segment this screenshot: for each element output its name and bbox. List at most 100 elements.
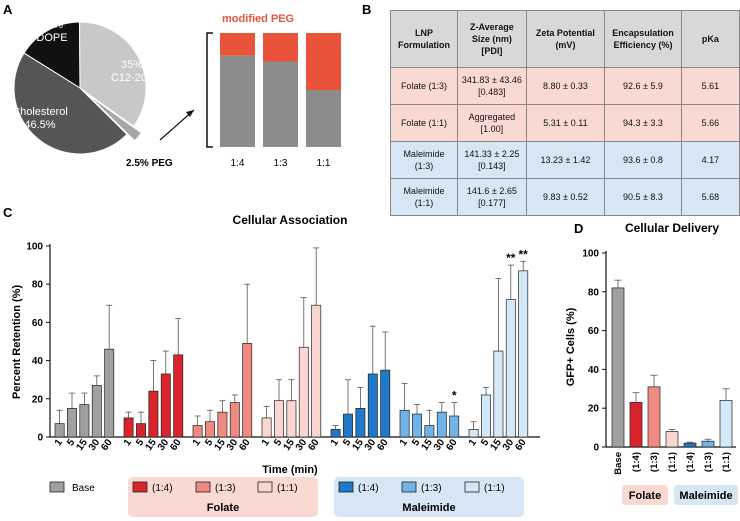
table-row: Maleimide (1:3) 141.33 ± 2.25 [0.143] 13… (390, 141, 740, 179)
table-row: Maleimide (1:1) 141.6 ± 2.65 [0.177] 9.8… (390, 178, 740, 216)
bar (518, 270, 529, 438)
bar (647, 386, 661, 448)
header-pka: pKa (680, 10, 740, 68)
x-tick-label: Base (613, 452, 624, 475)
d-maleimide-label: Maleimide (679, 490, 732, 502)
stack-category-label: 1:1 (317, 158, 331, 169)
chart-c-title: Cellular Association (233, 213, 348, 227)
x-tick-label: 5 (341, 437, 353, 448)
stack-category-label: 1:4 (231, 158, 245, 169)
pie-slice-sublabel: C12-200 (111, 72, 153, 84)
stack-category-label: 1:3 (274, 158, 288, 169)
bar (629, 402, 643, 448)
x-tick-label: 1 (329, 437, 341, 448)
x-tick-label: 1 (260, 437, 272, 448)
y-tick-label: 100 (582, 249, 599, 260)
table-cell: 13.23 ± 1.42 (525, 141, 606, 179)
x-tick-label: 60 (237, 437, 253, 453)
x-tick-label: 60 (306, 437, 322, 453)
x-tick-label: (1:3) (703, 452, 714, 472)
table-cell: 92.6 ± 5.9 (604, 67, 682, 105)
legend-maleimide-label: Maleimide (402, 502, 455, 514)
legend-maleimide-13-swatch (401, 481, 417, 493)
header-zeta: Zeta Potential (mV) (525, 10, 606, 68)
legend-maleimide-13-label: (1:3) (421, 483, 442, 494)
x-tick-label: 1 (398, 437, 410, 448)
stack-modified-segment (306, 33, 341, 90)
pie-slice (79, 21, 147, 128)
bar (355, 408, 366, 438)
bar (136, 423, 146, 438)
bar (286, 400, 297, 438)
bar (217, 411, 228, 438)
legend-folate-14-swatch (132, 481, 148, 493)
x-tick-label: (1:4) (631, 452, 642, 472)
table-cell: Folate (1:1) (390, 104, 458, 142)
bar (298, 346, 309, 438)
x-tick-label: 60 (444, 437, 460, 453)
bar (261, 417, 272, 438)
bar (160, 373, 171, 438)
table-cell: 141.33 ± 2.25 [0.143] (456, 141, 527, 179)
table-cell: Folate (1:3) (390, 67, 458, 105)
bar (274, 400, 284, 438)
table-cell: 4.17 (680, 141, 740, 179)
bar (229, 402, 240, 438)
pie-slice-label: 35% (121, 59, 143, 71)
y-tick-label: 20 (32, 394, 44, 405)
legend-folate-13-label: (1:3) (215, 483, 236, 494)
modified-peg-stacks: 1:4 1:3 1:1 (220, 33, 341, 169)
bar (683, 442, 697, 448)
table-cell: 341.83 ± 43.46 [0.483] (456, 67, 527, 105)
arrow-head (186, 110, 194, 117)
panel-label-b: B (362, 2, 371, 17)
table-cell: 94.3 ± 3.3 (604, 104, 682, 142)
legend-folate-14-label: (1:4) (152, 483, 173, 494)
table-row: Folate (1:1) Aggregated [1.00] 5.31 ± 0.… (390, 104, 740, 142)
bar (412, 413, 422, 438)
bar (424, 425, 435, 438)
pie-to-stack-arrow (159, 109, 195, 141)
x-tick-label: (1:1) (721, 452, 732, 472)
legend-folate-13-swatch (195, 481, 211, 493)
stack-base-segment (220, 55, 255, 147)
x-tick-label: 5 (479, 437, 491, 448)
stack-bracket (206, 32, 213, 148)
legend-maleimide-11-swatch (464, 481, 480, 493)
bar (91, 385, 102, 438)
x-tick-label: 60 (168, 437, 184, 453)
significance-marker: ** (506, 251, 516, 265)
x-tick-label: 5 (134, 437, 146, 448)
y-tick-label: 20 (588, 404, 600, 415)
x-tick-label: 60 (99, 437, 115, 453)
pie-slice (23, 21, 81, 89)
x-tick-label: (1:4) (685, 452, 696, 472)
y-tick-label: 60 (32, 318, 44, 329)
x-tick-label: 60 (375, 437, 391, 453)
y-tick-label: 80 (588, 287, 600, 298)
x-tick-label: 1 (191, 437, 203, 448)
bar (399, 409, 410, 438)
bar (173, 354, 184, 438)
bar (505, 299, 516, 438)
modified-peg-label: modified PEG (222, 13, 294, 25)
lnp-properties-table: LNP Formulation Z-Average Size (nm) [PDI… (390, 10, 740, 216)
bar (367, 373, 378, 438)
bar (665, 431, 679, 448)
bar (380, 369, 391, 438)
stack-base-segment (263, 61, 298, 147)
peg-label: 2.5% PEG (126, 158, 173, 169)
table-cell: 9.83 ± 0.52 (525, 178, 606, 216)
bar (330, 429, 341, 438)
bar (54, 423, 65, 438)
table-cell: 5.68 (680, 178, 740, 216)
bar (493, 350, 504, 438)
y-tick-label: 0 (593, 443, 599, 454)
y-tick-label: 100 (26, 242, 43, 253)
y-tick-label: 0 (37, 433, 43, 444)
table-cell: 5.31 ± 0.11 (525, 104, 606, 142)
table-header-row: LNP Formulation Z-Average Size (nm) [PDI… (390, 10, 740, 68)
stack-modified-segment (220, 33, 255, 56)
